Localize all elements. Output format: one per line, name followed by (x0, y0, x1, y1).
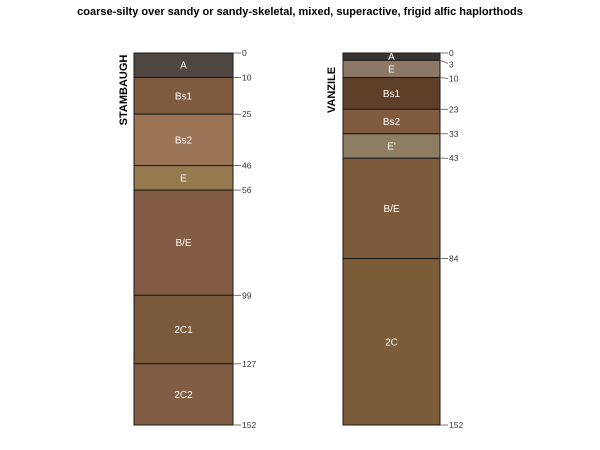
stambaugh-depth-label-0: 0 (242, 48, 247, 58)
stambaugh-depth-label-3: 46 (242, 161, 252, 171)
stambaugh-depth-label-4: 56 (242, 185, 252, 195)
vanzile-horizon-2 (342, 76, 441, 110)
stambaugh-horizon-label-5: 2C1 (174, 325, 193, 336)
vanzile-horizon-label-0: A (388, 52, 395, 63)
vanzile-depth-label-5: 43 (449, 153, 459, 163)
vanzile-depth-label-3: 23 (449, 104, 459, 114)
stambaugh-horizon-label-3: E (180, 173, 187, 184)
vanzile-depth-label-1: 3 (449, 59, 454, 69)
stambaugh-horizon-4 (133, 189, 234, 296)
stambaugh-horizon-6 (133, 363, 234, 426)
stambaugh-horizon-2 (133, 113, 234, 167)
stambaugh-depth-label-2: 25 (242, 109, 252, 119)
vanzile-horizon-label-4: E' (387, 142, 396, 153)
stambaugh-depth-label-5: 99 (242, 290, 252, 300)
stambaugh-depth-label-7: 152 (242, 420, 256, 430)
stambaugh-horizon-0 (133, 52, 234, 78)
stambaugh-horizon-label-0: A (180, 61, 187, 72)
stambaugh-horizon-label-2: Bs2 (175, 135, 193, 146)
vanzile-depth-label-7: 152 (449, 420, 463, 430)
vanzile-horizon-label-5: B/E (383, 204, 399, 215)
stambaugh-horizon-label-6: 2C2 (174, 390, 193, 401)
vanzile-horizon-label-2: Bs1 (383, 89, 401, 100)
chart-title: coarse-silty over sandy or sandy-skeleta… (77, 6, 523, 18)
vanzile-horizon-label-3: Bs2 (383, 117, 401, 128)
vanzile-horizon-5 (342, 157, 441, 260)
stambaugh-depth-label-1: 10 (242, 72, 252, 82)
vanzile-profile-name: VANZILE (326, 67, 338, 113)
stambaugh-horizon-5 (133, 294, 234, 365)
stambaugh-horizon-3 (133, 165, 234, 191)
stambaugh-horizon-label-4: B/E (175, 238, 191, 249)
vanzile-horizon-6 (342, 258, 441, 426)
stambaugh-depth-label-6: 127 (242, 359, 256, 369)
vanzile-depth-label-4: 33 (449, 129, 459, 139)
vanzile-depth-label-6: 84 (449, 254, 459, 264)
vanzile-horizon-4 (342, 133, 441, 159)
vanzile-depth-tick-1 (439, 59, 449, 64)
vanzile-depth-tick-2 (439, 77, 449, 79)
vanzile-depth-label-2: 10 (449, 73, 459, 83)
stambaugh-horizon-label-1: Bs1 (175, 91, 193, 102)
vanzile-horizon-label-6: 2C (385, 337, 398, 348)
stambaugh-profile-name: STAMBAUGH (118, 55, 130, 126)
vanzile-depth-label-0: 0 (449, 48, 454, 58)
vanzile-horizon-label-1: E (388, 64, 395, 75)
